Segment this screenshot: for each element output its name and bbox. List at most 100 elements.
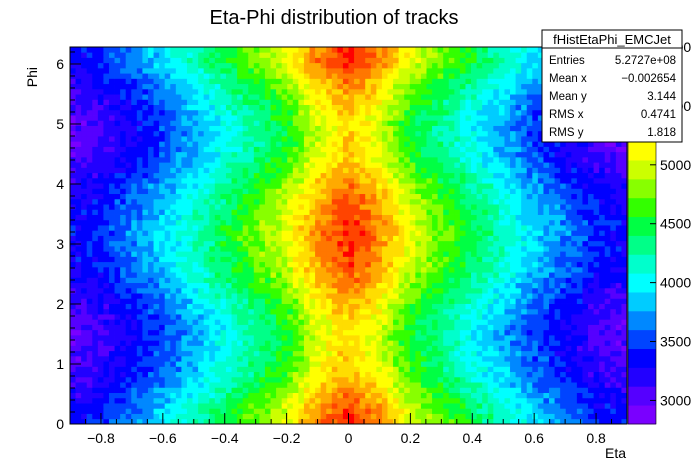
heatmap-cell [175,193,182,200]
heatmap-cell [565,277,572,284]
heatmap-cell [537,413,544,420]
heatmap-cell [409,198,416,205]
heatmap-cell [242,366,249,373]
heatmap-cell [298,188,305,195]
heatmap-cell [170,334,177,341]
heatmap-cell [565,235,572,242]
heatmap-cell [142,225,149,231]
heatmap-cell [576,266,583,273]
heatmap-cell [560,340,567,346]
heatmap-cell [86,308,93,315]
heatmap-cell [120,272,127,278]
heatmap-cell [476,392,483,399]
heatmap-cell [198,397,205,404]
heatmap-cell [432,204,439,210]
heatmap-cell [376,245,383,252]
heatmap-cell [510,167,516,174]
heatmap-cell [549,245,555,252]
heatmap-cell [170,387,177,393]
heatmap-cell [432,340,439,346]
heatmap-cell [203,355,210,362]
heatmap-cell [331,387,338,393]
heatmap-cell [237,397,244,404]
heatmap-cell [331,366,338,373]
heatmap-cell [504,371,511,378]
heatmap-cell [209,418,216,425]
heatmap-cell [432,261,439,268]
heatmap-cell [437,240,444,247]
heatmap-cell [114,334,121,341]
heatmap-cell [92,256,99,263]
heatmap-cell [309,251,316,257]
heatmap-cell [381,214,388,221]
heatmap-cell [615,251,622,257]
heatmap-cell [599,183,606,189]
heatmap-cell [482,188,489,195]
heatmap-cell [131,230,138,236]
heatmap-cell [203,403,210,409]
heatmap-cell [621,408,628,414]
heatmap-cell [398,413,405,420]
heatmap-cell [493,408,500,414]
heatmap-cell [125,314,132,320]
heatmap-cell [103,324,110,331]
heatmap-cell [103,240,110,247]
heatmap-cell [225,334,232,341]
heatmap-cell [404,251,411,257]
heatmap-cell [147,366,154,373]
heatmap-cell [337,350,344,357]
heatmap-cell [281,413,288,420]
heatmap-cell [381,298,388,304]
heatmap-cell [81,293,88,299]
heatmap-cell [515,366,522,373]
heatmap-cell [599,303,606,310]
heatmap-cell [526,366,533,373]
heatmap-cell [186,345,193,352]
heatmap-cell [515,277,522,284]
heatmap-cell [81,329,88,336]
heatmap-cell [582,371,589,378]
heatmap-cell [510,198,516,205]
heatmap-cell [315,198,322,205]
heatmap-cell [504,361,511,367]
heatmap-cell [220,340,227,346]
heatmap-cell [147,293,154,299]
heatmap-cell [532,282,539,289]
heatmap-cell [97,251,104,257]
heatmap-cell [270,272,277,278]
heatmap-cell [181,235,188,242]
heatmap-cell [393,219,400,226]
heatmap-cell [582,298,589,304]
heatmap-cell [136,162,143,168]
heatmap-cell [615,413,622,420]
heatmap-cell [153,183,160,189]
heatmap-cell [75,261,82,268]
heatmap-cell [337,245,344,252]
heatmap-cell [125,162,132,168]
heatmap-cell [604,272,611,278]
heatmap-cell [398,345,405,352]
heatmap-cell [276,324,283,331]
heatmap-cell [103,235,110,242]
heatmap-cell [209,183,216,189]
heatmap-cell [159,403,166,409]
heatmap-cell [125,219,132,226]
heatmap-cell [203,371,210,378]
heatmap-cell [153,277,160,284]
heatmap-cell [621,293,628,299]
heatmap-cell [554,183,561,189]
heatmap-cell [303,256,310,263]
heatmap-cell [231,214,238,221]
heatmap-cell [415,314,422,320]
heatmap-cell [459,340,466,346]
heatmap-cell [70,329,76,336]
heatmap-cell [270,277,277,284]
heatmap-cell [320,219,327,226]
heatmap-cell [443,261,450,268]
heatmap-cell [92,308,99,315]
heatmap-cell [582,392,589,399]
heatmap-cell [510,319,516,325]
heatmap-cell [354,329,361,336]
heatmap-cell [203,282,210,289]
heatmap-cell [443,418,450,425]
